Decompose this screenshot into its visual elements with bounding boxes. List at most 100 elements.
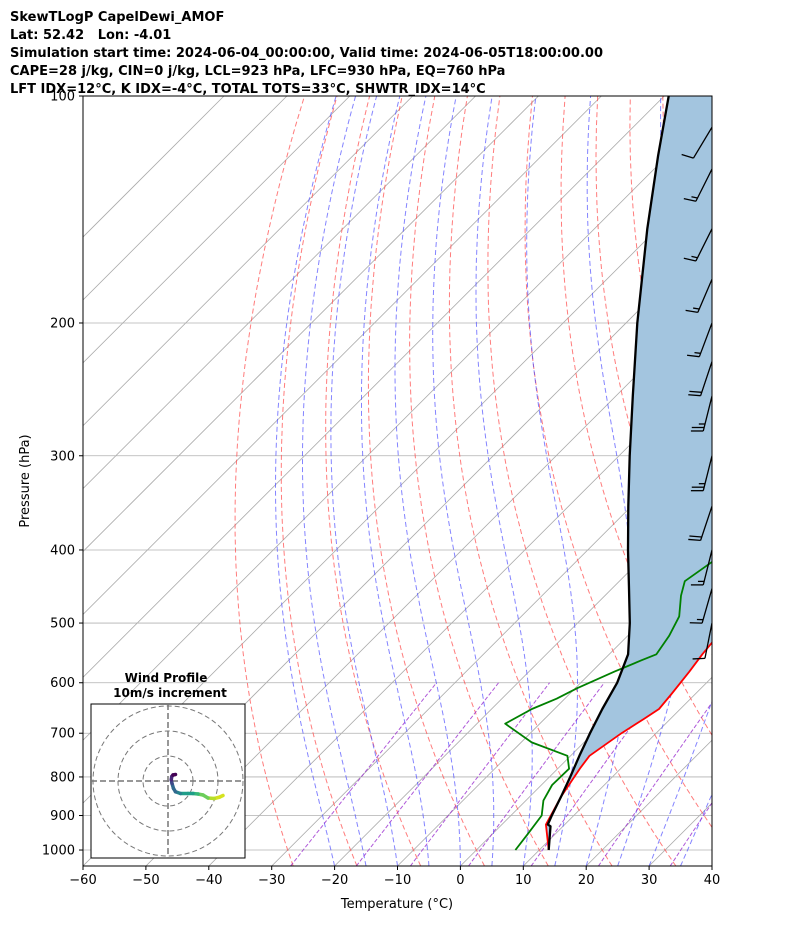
mixing-ratio-line — [290, 682, 437, 866]
isotherm-line — [271, 425, 712, 866]
dry-adiabat-line — [728, 96, 794, 866]
dry-adiabat-line — [234, 96, 305, 866]
isotherm-line — [83, 96, 602, 615]
wind-barb — [690, 395, 712, 432]
chart-title-block: SkewTLogP CapelDewi_AMOF Lat: 52.42 Lon:… — [10, 9, 603, 99]
moist-adiabat-line — [475, 96, 533, 866]
y-tick-label: 1000 — [42, 844, 75, 859]
moist-adiabat-line — [302, 96, 367, 866]
hodograph-subtitle: 10m/s increment — [113, 686, 227, 700]
mixing-ratio-line — [409, 682, 550, 866]
isotherm-line — [83, 96, 539, 553]
dry-adiabat-line — [761, 96, 794, 866]
wind-barb — [711, 832, 712, 834]
mixing-ratio-line — [355, 682, 499, 866]
isotherm-line — [83, 96, 476, 490]
dry-adiabat-line — [325, 96, 422, 866]
x-tick-label: −30 — [258, 873, 285, 888]
y-tick-label: 600 — [50, 676, 75, 691]
x-tick-label: 30 — [641, 873, 658, 888]
wind-barb — [690, 455, 712, 492]
isotherm-line — [83, 96, 413, 427]
wind-barb — [711, 733, 712, 736]
x-tick-label: −20 — [321, 873, 348, 888]
mixing-ratio-line — [530, 682, 664, 866]
x-axis-label: Temperature (°C) — [340, 897, 453, 912]
wind-barb — [711, 654, 712, 657]
isotherm-line — [145, 299, 712, 866]
isotherm-line — [83, 110, 712, 741]
isotherm-line — [711, 865, 712, 866]
location-line: Lat: 52.42 Lon: -4.01 — [10, 28, 172, 43]
isotherm-line — [460, 613, 712, 866]
mixing-ratio-line — [669, 801, 712, 866]
wind-barb — [711, 849, 712, 851]
indices-line-1: CAPE=28 j/kg, CIN=0 j/kg, LCL=923 hPa, L… — [10, 64, 506, 79]
y-tick-label: 700 — [50, 727, 75, 742]
isotherm-line — [83, 96, 288, 301]
y-tick-label: 900 — [50, 809, 75, 824]
y-tick-label: 100 — [50, 90, 75, 105]
wind-barb — [711, 682, 712, 685]
indices-line-2: LFT IDX=12°C, K IDX=-4°C, TOTAL TOTS=33°… — [10, 82, 486, 97]
mixing-ratio-line — [468, 682, 605, 866]
y-tick-label: 300 — [50, 449, 75, 464]
wind-barb — [711, 796, 712, 798]
x-tick-label: −60 — [69, 873, 96, 888]
wind-barb — [690, 549, 712, 586]
wind-barb — [711, 841, 712, 842]
dewpoint-line — [504, 560, 712, 851]
cape-shaded-area — [545, 96, 712, 850]
moist-adiabat-line — [617, 96, 699, 866]
moist-adiabat-line — [711, 864, 712, 866]
dry-adiabat-line — [524, 96, 712, 829]
x-tick-label: −10 — [384, 873, 411, 888]
isotherm-line — [523, 676, 712, 866]
y-axis-label: Pressure (hPa) — [18, 434, 33, 527]
wind-barb — [711, 776, 712, 778]
chart-title: SkewTLogP CapelDewi_AMOF — [10, 10, 225, 25]
moist-adiabat-line — [526, 96, 578, 866]
hodograph-segment — [171, 772, 178, 777]
moist-adiabat-line — [432, 96, 495, 866]
x-tick-label: −40 — [195, 873, 222, 888]
moist-adiabat-line — [680, 793, 712, 866]
wind-barb — [681, 126, 712, 159]
wind-barb — [688, 361, 712, 397]
wind-barb — [711, 823, 712, 825]
wind-barb — [683, 228, 712, 262]
isotherm-line — [83, 96, 665, 678]
x-tick-label: 10 — [515, 873, 532, 888]
wind-barb — [688, 506, 712, 542]
y-tick-label: 200 — [50, 316, 75, 331]
y-tick-label: 400 — [50, 543, 75, 558]
moist-adiabat-line — [361, 96, 430, 866]
time-line: Simulation start time: 2024-06-04_00:00:… — [10, 46, 603, 61]
isotherm-line — [83, 96, 351, 364]
mixing-ratio-line — [597, 701, 712, 866]
moist-adiabat-line — [275, 96, 337, 866]
x-tick-label: −50 — [132, 873, 159, 888]
wind-barb — [685, 279, 712, 313]
wind-barb — [711, 814, 712, 816]
x-tick-label: 0 — [456, 873, 464, 888]
dry-adiabat-line — [448, 96, 613, 866]
moist-adiabat-line — [394, 96, 461, 866]
dry-adiabat-line — [280, 96, 358, 866]
y-tick-label: 500 — [50, 617, 75, 632]
parcel-line — [546, 96, 670, 851]
temperature-line — [545, 641, 712, 851]
hodograph-title: Wind Profile — [125, 671, 208, 685]
dry-adiabat-line — [367, 96, 485, 866]
moist-adiabat-line — [330, 96, 398, 866]
dry-adiabat-line — [487, 96, 677, 866]
wind-barb — [689, 588, 712, 624]
x-tick-label: 20 — [578, 873, 595, 888]
dry-adiabat-line — [409, 96, 549, 866]
wind-barb — [686, 322, 712, 358]
wind-barb — [683, 168, 712, 202]
isotherm-line — [83, 96, 225, 238]
moist-adiabat-line — [648, 699, 712, 866]
hodograph-inset: Wind Profile 10m/s increment — [90, 671, 246, 859]
